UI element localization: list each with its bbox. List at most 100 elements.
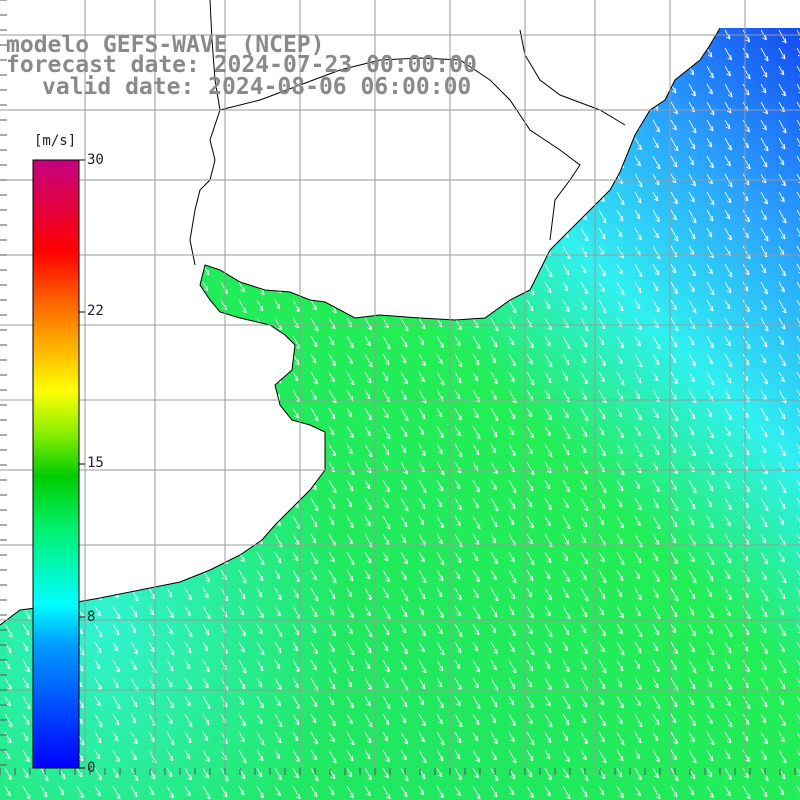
wind-arrow bbox=[724, 641, 732, 654]
wind-arrow bbox=[238, 623, 246, 637]
wind-arrow bbox=[760, 713, 767, 724]
wind-arrow bbox=[508, 551, 515, 563]
wind-arrow bbox=[436, 407, 443, 418]
wind-arrow bbox=[292, 569, 300, 583]
wind-arrow bbox=[526, 461, 535, 476]
wind-arrow bbox=[472, 641, 479, 652]
wind-arrow bbox=[238, 695, 245, 706]
wind-arrow bbox=[364, 605, 371, 617]
wind-arrow bbox=[382, 443, 390, 456]
wind-arrow bbox=[364, 443, 373, 458]
wind-arrow bbox=[706, 155, 714, 169]
wind-arrow bbox=[148, 641, 155, 653]
wind-arrow bbox=[526, 713, 533, 725]
wind-arrow bbox=[508, 677, 516, 690]
wind-arrow bbox=[436, 749, 444, 762]
wind-arrow bbox=[454, 713, 463, 728]
wind-arrow bbox=[238, 641, 245, 653]
wind-arrow bbox=[688, 479, 697, 494]
wind-arrow bbox=[544, 335, 551, 347]
wind-arrow bbox=[382, 407, 389, 419]
wind-arrow bbox=[616, 731, 625, 746]
wind-arrow bbox=[634, 695, 641, 707]
wind-arrow bbox=[580, 443, 587, 454]
wind-arrow bbox=[310, 371, 318, 385]
wind-arrow bbox=[526, 605, 534, 619]
wind-arrow bbox=[580, 425, 588, 438]
wind-arrow bbox=[724, 155, 731, 167]
wind-arrow bbox=[310, 659, 317, 671]
wind-arrow bbox=[346, 497, 353, 508]
wind-arrow bbox=[220, 731, 228, 745]
wind-arrow bbox=[778, 749, 787, 764]
wind-arrow bbox=[598, 281, 605, 293]
wind-arrow bbox=[148, 605, 155, 616]
wind-arrow bbox=[562, 479, 570, 493]
wind-arrow bbox=[580, 515, 588, 528]
wind-arrow bbox=[670, 659, 677, 671]
wind-arrow bbox=[652, 425, 661, 440]
model-title: modelo GEFS-WAVE (NCEP) bbox=[6, 32, 325, 58]
wind-arrow bbox=[688, 605, 695, 616]
wind-arrow bbox=[508, 371, 515, 383]
wind-arrow bbox=[490, 497, 499, 512]
wind-arrow bbox=[310, 299, 317, 311]
wind-arrow bbox=[562, 569, 570, 583]
wind-arrow bbox=[634, 353, 643, 368]
wind-arrow bbox=[184, 605, 191, 617]
wind-arrow bbox=[292, 407, 299, 419]
wind-arrow bbox=[364, 695, 371, 707]
wind-arrow bbox=[364, 389, 371, 400]
wind-arrow bbox=[724, 299, 731, 310]
wind-arrow bbox=[670, 713, 677, 724]
wind-arrow bbox=[616, 659, 624, 672]
wind-arrow bbox=[256, 749, 264, 762]
wind-arrow bbox=[598, 497, 606, 510]
wind-arrow bbox=[490, 605, 498, 618]
wind-arrow bbox=[472, 785, 481, 800]
wind-arrow bbox=[472, 551, 479, 562]
wind-arrow bbox=[688, 587, 696, 600]
wind-arrow bbox=[202, 659, 210, 673]
wind-arrow bbox=[202, 749, 210, 763]
wind-arrow bbox=[706, 695, 714, 709]
wind-arrow bbox=[688, 695, 695, 706]
wind-arrow bbox=[346, 677, 353, 688]
wind-arrow bbox=[472, 731, 479, 742]
wind-arrow bbox=[616, 677, 623, 688]
wind-arrow bbox=[616, 713, 623, 725]
wind-arrow bbox=[724, 191, 732, 204]
wind-arrow bbox=[598, 749, 607, 764]
wind-arrow bbox=[238, 731, 245, 743]
wind-arrow bbox=[472, 695, 481, 710]
wind-arrow bbox=[724, 83, 733, 98]
wind-arrow bbox=[760, 533, 767, 544]
wind-arrow bbox=[436, 443, 443, 455]
wind-arrow bbox=[418, 551, 425, 563]
wind-arrow bbox=[472, 677, 479, 689]
wind-arrow bbox=[724, 371, 732, 384]
wind-arrow bbox=[760, 785, 768, 798]
wind-arrow bbox=[508, 299, 517, 314]
wind-arrow bbox=[76, 767, 83, 778]
wind-arrow bbox=[778, 47, 786, 60]
wind-arrow bbox=[238, 749, 247, 764]
wind-arrow bbox=[508, 479, 517, 494]
wind-arrow bbox=[778, 29, 787, 44]
wind-arrow bbox=[382, 713, 390, 726]
wind-arrow bbox=[490, 551, 498, 565]
wind-arrow bbox=[580, 335, 588, 348]
wind-arrow bbox=[724, 569, 731, 580]
wind-arrow bbox=[670, 587, 679, 602]
wind-arrow bbox=[562, 713, 570, 726]
wind-arrow bbox=[310, 749, 317, 761]
wind-arrow bbox=[526, 497, 533, 508]
wind-arrow bbox=[400, 695, 408, 708]
wind-arrow bbox=[688, 641, 695, 653]
wind-arrow bbox=[346, 533, 353, 545]
wind-arrow bbox=[706, 677, 713, 688]
wind-arrow bbox=[454, 659, 461, 670]
wind-arrow bbox=[166, 677, 173, 688]
wind-arrow bbox=[418, 353, 426, 367]
